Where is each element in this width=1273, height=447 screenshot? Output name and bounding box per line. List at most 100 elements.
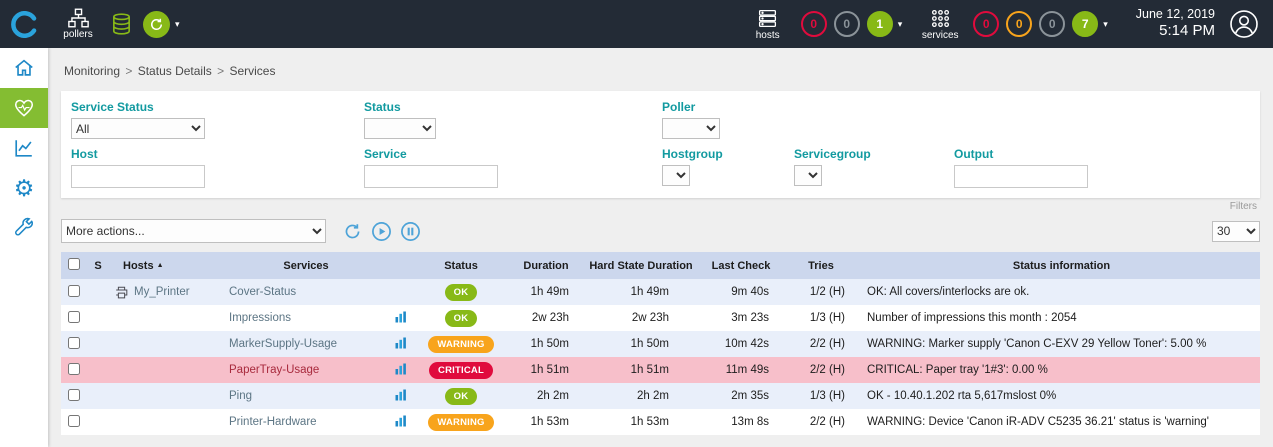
hostgroup-select[interactable] [662, 165, 690, 186]
header-status-information[interactable]: Status information [857, 252, 1260, 279]
header-duration[interactable]: Duration [507, 252, 585, 279]
row-checkbox[interactable] [68, 336, 80, 349]
heart-pulse-icon [14, 99, 34, 117]
more-actions-select[interactable]: More actions... [61, 219, 326, 243]
row-select-cell [61, 383, 87, 409]
chevron-down-icon[interactable]: ▾ [175, 18, 180, 29]
hosts-menu[interactable]: hosts [746, 8, 790, 41]
filters-tab-label[interactable]: Filters [1229, 201, 1257, 212]
graph-button[interactable] [395, 363, 407, 375]
servicegroup-select[interactable] [794, 165, 822, 186]
graph-icon [395, 337, 406, 348]
page-size-select[interactable]: 30 [1212, 220, 1260, 242]
status-counter[interactable]: 7 [1072, 11, 1099, 37]
status-counter[interactable]: 0 [1006, 11, 1033, 37]
status-select[interactable] [364, 118, 436, 139]
table-row: MarkerSupply-Usage WARNING 1h 50m 1h 50m 10m… [61, 331, 1260, 357]
status-information-cell: OK - 10.40.1.202 rta 5,617mslost 0% [867, 390, 1057, 402]
services-menu[interactable]: services [918, 8, 962, 41]
graph-icon [395, 363, 406, 374]
status-counter[interactable]: 0 [833, 11, 860, 37]
hosts-icon [759, 9, 777, 27]
graph-icon [395, 389, 406, 400]
filter-panel: Service Status All Status Poller Host Se… [61, 91, 1260, 198]
tries-cell: 1/2 (H) [809, 286, 845, 298]
row-checkbox[interactable] [68, 284, 80, 297]
row-checkbox[interactable] [68, 362, 80, 375]
table-row: Printer-Hardware WARNING 1h 53m 1h 53m 13m 8… [61, 409, 1260, 435]
header-last-check[interactable]: Last Check [697, 252, 785, 279]
row-select-cell [61, 357, 87, 383]
database-status[interactable] [110, 12, 133, 36]
service-link[interactable]: Impressions [229, 312, 291, 324]
chevron-down-icon[interactable]: ▾ [897, 18, 903, 29]
poller-sync-status[interactable] [143, 10, 170, 38]
service-link[interactable]: Cover-Status [229, 286, 297, 298]
sidebar-item-configuration[interactable]: ⚙ [0, 168, 48, 208]
status-counter[interactable]: 0 [1039, 11, 1066, 37]
play-button[interactable] [369, 219, 393, 243]
chart-icon [15, 140, 32, 157]
service-status-filter-label: Service Status [71, 100, 154, 114]
sidebar: ⚙ [0, 48, 48, 447]
service-link[interactable]: MarkerSupply-Usage [229, 338, 338, 350]
service-search-input[interactable] [364, 165, 498, 188]
sidebar-item-administration[interactable] [0, 208, 48, 248]
poller-select[interactable] [662, 118, 720, 139]
row-select-cell [61, 331, 87, 357]
header-severity[interactable]: S [87, 252, 109, 279]
sidebar-item-monitoring[interactable] [0, 88, 48, 128]
chevron-down-icon[interactable]: ▾ [1103, 18, 1108, 29]
status-counter[interactable]: 0 [800, 11, 827, 37]
graph-button[interactable] [395, 337, 407, 349]
services-table-header: S Hosts ▲ Services Status Duration Hard S… [61, 252, 1260, 279]
header-status[interactable]: Status [415, 252, 507, 279]
host-link[interactable]: My_Printer [134, 286, 190, 298]
service-link[interactable]: Ping [229, 390, 253, 402]
service-link[interactable]: Printer-Hardware [229, 416, 317, 428]
user-menu[interactable] [1229, 9, 1259, 39]
breadcrumb-item[interactable]: Services [229, 64, 276, 78]
centreon-logo[interactable] [0, 0, 48, 48]
header-tries[interactable]: Tries [785, 252, 857, 279]
service-status-select[interactable]: All [71, 118, 205, 139]
status-counter[interactable]: 1 [866, 11, 893, 37]
output-search-input[interactable] [954, 165, 1088, 188]
row-checkbox[interactable] [68, 414, 80, 427]
pause-button[interactable] [398, 219, 422, 243]
select-all-checkbox[interactable] [68, 258, 80, 270]
graph-cell [387, 279, 415, 305]
sidebar-item-home[interactable] [0, 48, 48, 88]
graph-cell [387, 305, 415, 331]
status-information-cell: OK: All covers/interlocks are ok. [867, 286, 1030, 298]
status-information-cell: WARNING: Device 'Canon iR-ADV C5235 36.2… [867, 416, 1209, 428]
header-hard-state-duration[interactable]: Hard State Duration [585, 252, 697, 279]
status-cell: WARNING [415, 409, 507, 435]
graph-button[interactable] [395, 415, 407, 427]
refresh-button[interactable] [340, 219, 364, 243]
graph-button[interactable] [395, 389, 407, 401]
select-all-cell [61, 252, 87, 279]
breadcrumb-item[interactable]: Status Details [137, 64, 212, 78]
service-link[interactable]: PaperTray-Usage [229, 364, 320, 376]
services-label: services [921, 29, 959, 41]
breadcrumb: Monitoring > Status Details > Services [48, 48, 1273, 78]
graph-cell [387, 409, 415, 435]
graph-cell [387, 383, 415, 409]
last-check-cell: 13m 8s [731, 416, 769, 428]
host-search-input[interactable] [71, 165, 205, 188]
row-checkbox[interactable] [68, 388, 80, 401]
graph-button[interactable] [395, 311, 407, 323]
status-counter[interactable]: 0 [973, 11, 1000, 37]
breadcrumb-item[interactable]: Monitoring [64, 64, 121, 78]
sidebar-item-reporting[interactable] [0, 128, 48, 168]
status-cell: CRITICAL [415, 357, 507, 383]
header-services[interactable]: Services [219, 252, 387, 279]
status-badge: OK [444, 387, 478, 405]
output-filter-label: Output [954, 147, 994, 161]
header-hosts[interactable]: Hosts ▲ [109, 252, 219, 279]
row-checkbox[interactable] [68, 310, 80, 323]
pollers-menu[interactable]: pollers [56, 8, 100, 40]
current-time: 5:14 PM [1159, 22, 1215, 40]
